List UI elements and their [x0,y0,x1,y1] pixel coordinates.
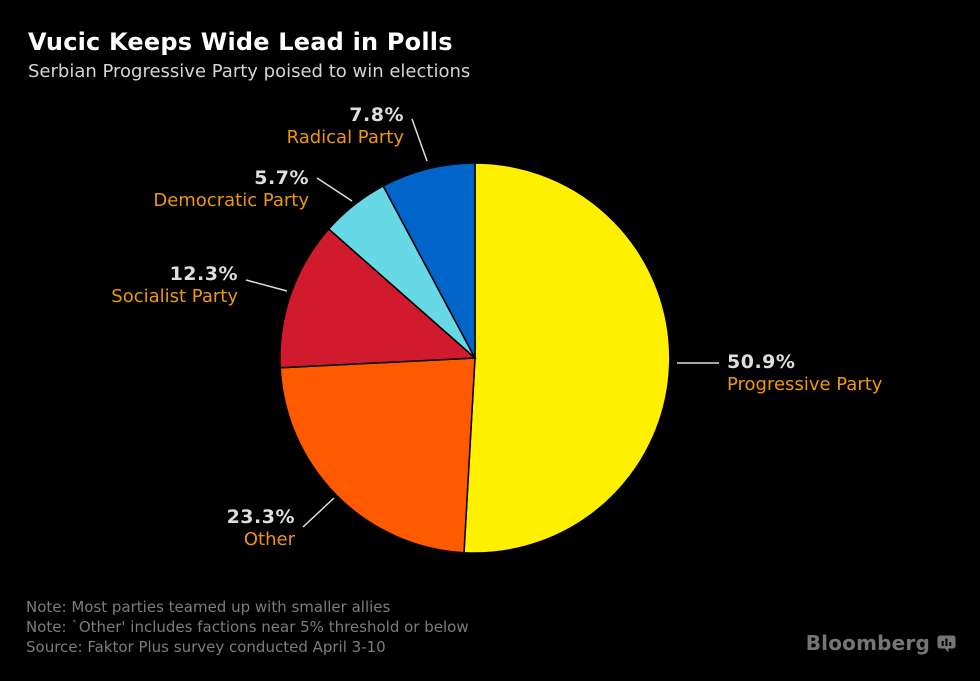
slice-pct-progressive-party: 50.9% [727,351,796,373]
slice-label-radical-party: 7.8% Radical Party [287,103,404,148]
leader-line-other [302,497,335,528]
chart-subtitle: Serbian Progressive Party poised to win … [28,61,471,82]
leader-line-socialist-party [245,279,288,292]
slice-label-other: 23.3% Other [227,505,295,550]
pie-slice-socialist-party [279,227,477,369]
slice-name-radical-party: Radical Party [286,127,404,148]
leader-line-democratic-party [316,177,353,202]
slice-label-democratic-party: 5.7% Democratic Party [153,166,309,211]
slice-name-other: Other [243,529,295,550]
source-note: Source: Faktor Plus survey conducted Apr… [26,638,386,656]
bloomberg-logo: Bloomberg [806,631,956,655]
slice-pct-socialist-party: 12.3% [169,263,238,285]
pie-slice-progressive-party [463,162,671,554]
slice-pct-democratic-party: 5.7% [254,167,309,189]
slice-name-socialist-party: Socialist Party [111,286,238,307]
note-2: Note: `Other' includes factions near 5% … [26,618,469,636]
note-1: Note: Most parties teamed up with smalle… [26,598,391,616]
leader-line-radical-party [411,118,428,162]
bloomberg-logo-text: Bloomberg [805,631,930,655]
slice-name-progressive-party: Progressive Party [727,374,883,395]
slice-name-democratic-party: Democratic Party [153,190,309,211]
chart-title: Vucic Keeps Wide Lead in Polls [28,28,453,56]
slice-label-socialist-party: 12.3% Socialist Party [111,262,238,307]
slice-label-progressive-party: 50.9% Progressive Party [727,350,882,395]
pie-slice-radical-party [382,162,476,359]
pie-slice-other [279,357,476,554]
bloomberg-chart-icon [937,635,956,652]
slice-pct-radical-party: 7.8% [349,104,404,126]
footnotes: Note: Most parties teamed up with smalle… [26,597,469,657]
slice-pct-other: 23.3% [226,506,295,528]
